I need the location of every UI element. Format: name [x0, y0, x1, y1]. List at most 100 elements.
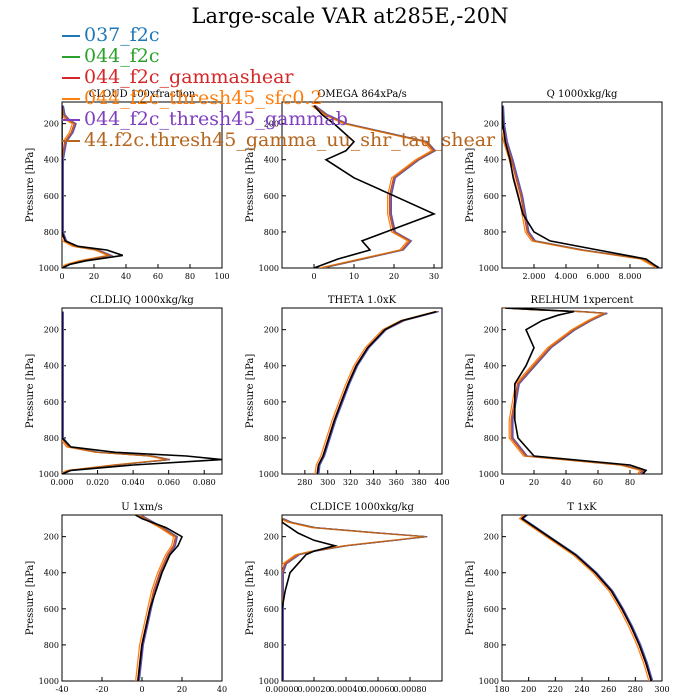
x-tick-label: 400	[434, 478, 449, 487]
series-line	[502, 105, 659, 268]
x-tick-label: 280	[628, 685, 643, 694]
y-tick-label: 800	[44, 228, 59, 237]
series-line	[62, 311, 169, 474]
series-line	[502, 105, 660, 268]
x-tick-label: 100	[214, 272, 229, 281]
legend-label: 044_f2c_thresh45_sfc0.2	[84, 87, 323, 109]
series-line	[282, 518, 427, 681]
panel-title: T 1xK	[567, 502, 597, 513]
legend-item: 037_f2c	[62, 24, 160, 46]
y-tick-label: 1000	[479, 677, 499, 686]
y-tick-label: 200	[44, 533, 59, 542]
panel-title: Q 1000xkg/kg	[547, 89, 618, 100]
x-tick-label: -20	[96, 685, 109, 694]
y-tick-label: 200	[264, 326, 279, 335]
obs-line	[282, 518, 338, 681]
x-tick-label: 380	[412, 478, 427, 487]
y-tick-label: 1000	[259, 677, 279, 686]
obs-line	[62, 311, 222, 474]
chart-panel: CLDICE 1000xkg/kg Pressure [hPa] 200 400 600…	[245, 502, 443, 694]
x-tick-label: -40	[56, 685, 69, 694]
x-tick-label: 280	[297, 478, 312, 487]
panel-title: RELHUM 1xpercent	[530, 295, 633, 306]
x-tick-label: 20	[177, 685, 187, 694]
legend-line	[62, 77, 80, 79]
chart-panel: CLDLIQ 1000xkg/kg Pressure [hPa] 200 400 600…	[25, 295, 223, 487]
plot-frame	[501, 514, 663, 682]
series-line	[502, 128, 657, 268]
panel-title: CLDLIQ 1000xkg/kg	[90, 295, 194, 306]
x-tick-label: 0.00020	[297, 685, 330, 694]
panel-title: U 1xm/s	[121, 502, 163, 513]
x-tick-label: 0.00080	[393, 685, 426, 694]
series-line	[522, 515, 654, 681]
chart-panel: Q 1000xkg/kg Pressure [hPa] 200 400 600 800 10…	[465, 89, 663, 281]
y-tick-label: 200	[484, 120, 499, 129]
series-line	[502, 105, 661, 268]
y-tick-label: 200	[484, 533, 499, 542]
obs-line	[133, 515, 184, 681]
plot-frame	[281, 307, 443, 475]
x-tick-label: 30	[429, 272, 439, 281]
y-tick-label: 200	[44, 120, 59, 129]
y-axis-label: Pressure [hPa]	[245, 561, 256, 636]
x-tick-label: 180	[494, 685, 509, 694]
y-tick-label: 200	[484, 326, 499, 335]
legend-label: 044_f2c	[84, 45, 160, 67]
y-tick-label: 800	[44, 641, 59, 650]
legend-item: 044_f2c_thresh45_gammab	[62, 108, 348, 130]
x-tick-label: 0.000	[51, 478, 74, 487]
x-tick-label: 8.000	[619, 272, 642, 281]
series-line	[316, 311, 438, 474]
x-tick-label: 220	[548, 685, 563, 694]
y-tick-label: 400	[264, 569, 279, 578]
panel-title: THETA 1.0xK	[328, 295, 397, 306]
x-tick-label: 0.080	[193, 478, 216, 487]
x-tick-label: 0.00000	[265, 685, 298, 694]
figure-title: Large-scale VAR at285E,-20N	[191, 4, 509, 28]
x-tick-label: 80	[625, 478, 635, 487]
y-tick-label: 1000	[39, 264, 59, 273]
legend-label: 037_f2c	[84, 24, 160, 46]
plot-frame	[501, 307, 663, 475]
y-tick-label: 800	[264, 228, 279, 237]
x-tick-label: 0.020	[86, 478, 109, 487]
y-tick-label: 400	[484, 569, 499, 578]
x-tick-label: 340	[366, 478, 381, 487]
y-axis-label: Pressure [hPa]	[25, 561, 36, 636]
x-tick-label: 300	[320, 478, 335, 487]
series-line	[518, 515, 650, 681]
legend-label: 44.f2c.thresh45_gamma_uu_shr_tau_shear	[84, 129, 496, 151]
legend-item: 044_f2c	[62, 45, 160, 67]
series-line	[502, 105, 660, 268]
y-tick-label: 1000	[479, 264, 499, 273]
x-tick-label: 260	[601, 685, 616, 694]
panel-title: OMEGA 864xPa/s	[317, 89, 407, 100]
plot-frame	[501, 101, 663, 269]
y-tick-label: 1000	[259, 470, 279, 479]
y-tick-label: 800	[484, 434, 499, 443]
y-tick-label: 200	[264, 120, 279, 129]
series-line	[504, 308, 644, 474]
series-line	[282, 518, 428, 681]
y-axis-label: Pressure [hPa]	[465, 354, 476, 429]
x-tick-label: 0.060	[157, 478, 180, 487]
y-tick-label: 400	[484, 156, 499, 165]
x-tick-label: 20	[529, 478, 539, 487]
y-axis-label: Pressure [hPa]	[245, 148, 256, 223]
x-tick-label: 60	[153, 272, 163, 281]
x-tick-label: 0.00060	[361, 685, 394, 694]
legend-line	[62, 140, 80, 142]
x-tick-label: 4.000	[555, 272, 578, 281]
x-tick-label: 20	[389, 272, 399, 281]
series-line	[62, 311, 169, 474]
series-line	[314, 311, 436, 474]
y-tick-label: 600	[484, 192, 499, 201]
x-tick-label: 0	[59, 272, 64, 281]
y-tick-label: 800	[264, 641, 279, 650]
y-tick-label: 800	[484, 228, 499, 237]
y-axis-label: Pressure [hPa]	[25, 354, 36, 429]
series-line	[282, 518, 428, 681]
